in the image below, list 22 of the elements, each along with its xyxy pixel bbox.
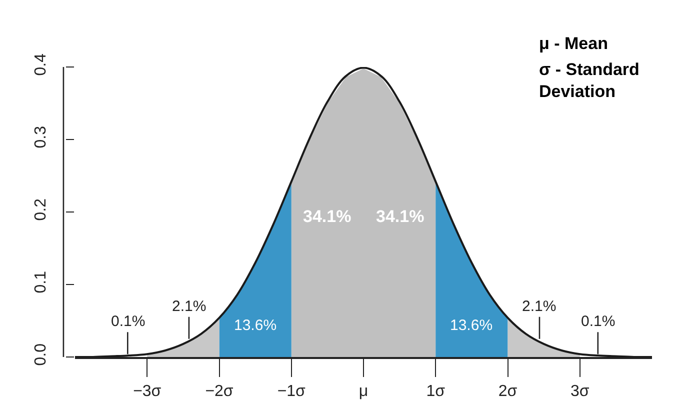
x-tick-label: −1σ — [277, 383, 306, 400]
x-tick-label: 2σ — [498, 383, 518, 400]
annotation: 34.1% — [303, 207, 352, 226]
y-tick-label: 0.2 — [32, 198, 50, 221]
y-tick-label: 0.0 — [32, 343, 50, 366]
annotation: σ - Standard Deviation — [539, 60, 640, 102]
y-tick-label: 0.1 — [32, 270, 50, 294]
x-tick-label: −3σ — [133, 383, 162, 400]
x-tick-label: μ — [358, 383, 368, 400]
y-tick-label: 0.3 — [32, 126, 50, 148]
annotation: 13.6% — [234, 317, 277, 334]
annotation: 13.6% — [450, 317, 493, 334]
x-tick-label: 1σ — [426, 383, 446, 400]
annotation: 2.1% — [522, 298, 556, 315]
annotation: 0.1% — [111, 313, 146, 330]
x-tick-label: 3σ — [570, 383, 590, 400]
annotation: 34.1% — [376, 207, 424, 226]
y-tick-label: 0.4 — [32, 53, 50, 76]
annotation: 2.1% — [172, 298, 206, 315]
text: μ - Mean — [539, 34, 608, 53]
annotation: 0.1% — [581, 313, 616, 330]
x-tick-label: −2σ — [205, 383, 234, 400]
